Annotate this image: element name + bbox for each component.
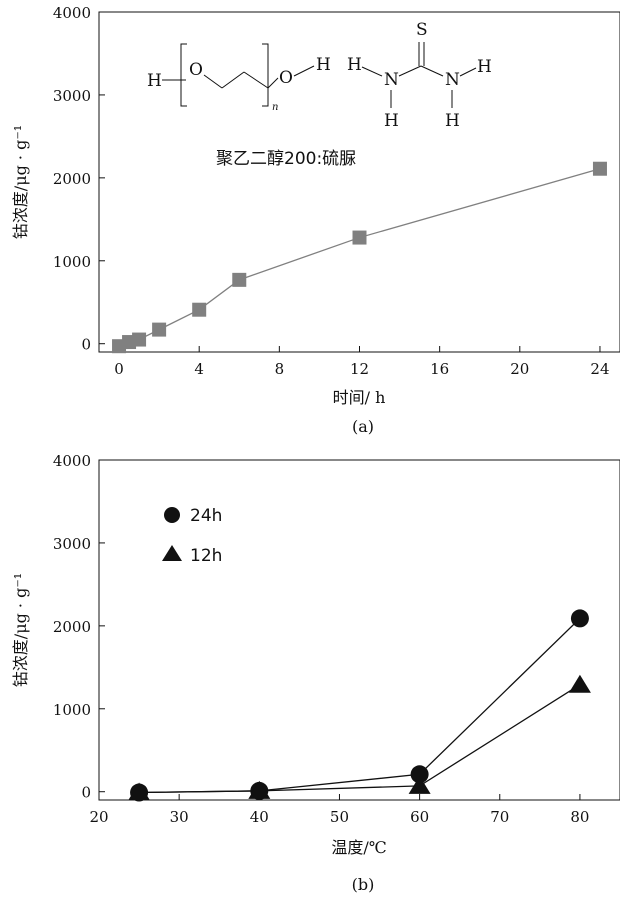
y-tick-label: 3000: [53, 87, 91, 105]
x-tick-label: 30: [170, 808, 189, 826]
data-point: [592, 161, 607, 176]
y-tick-label: 3000: [53, 535, 91, 553]
legend: 24h 12h: [162, 506, 222, 566]
peg-subscript: n: [272, 102, 278, 113]
peg-bond: [293, 65, 315, 77]
peg-h-left: H: [147, 71, 162, 91]
data-point: [132, 332, 147, 347]
thiourea-h4: H: [445, 111, 460, 131]
series-line-24h: [139, 617, 581, 794]
thiourea-n2: N: [445, 70, 460, 90]
thiourea-h1: H: [347, 55, 362, 75]
x-axis-title: 时间/ h: [333, 388, 386, 407]
y-tick-label: 1000: [53, 701, 91, 719]
data-point-12h: [128, 782, 151, 801]
x-tick-label: 4: [194, 360, 204, 378]
x-tick-label: 24: [590, 360, 609, 378]
y-tick-label: 0: [81, 336, 91, 354]
data-point: [192, 302, 207, 317]
thiourea-bond: [398, 65, 422, 77]
thiourea-s: S: [416, 20, 428, 40]
x-tick-label: 12: [350, 360, 369, 378]
series-line-12h: [139, 684, 581, 794]
peg-h-right: H: [316, 55, 331, 75]
annotation-ratio: 聚乙二醇200:硫脲: [216, 149, 356, 169]
thiourea-bond: [459, 67, 477, 77]
thiourea-bond: [361, 66, 383, 77]
x-tick-label: 70: [490, 808, 509, 826]
y-tick-label: 4000: [53, 452, 91, 470]
x-tick-label: 8: [275, 360, 285, 378]
x-axis-title: 温度/℃: [331, 838, 386, 857]
data-point: [352, 230, 367, 245]
thiourea-structure: S H N N H H H: [347, 20, 492, 131]
x-tick-label: 60: [410, 808, 429, 826]
x-tick-label: 50: [330, 808, 349, 826]
x-tick-label: 80: [570, 808, 589, 826]
data-point: [232, 272, 247, 287]
y-tick-label: 2000: [53, 170, 91, 188]
legend-marker-12h: [162, 545, 182, 561]
data-point-12h: [248, 780, 271, 799]
thiourea-bond: [420, 65, 444, 77]
data-point-12h: [408, 775, 431, 794]
peg-bracket-right: [262, 43, 269, 107]
y-tick-label: 4000: [53, 4, 91, 22]
legend-label-12h: 12h: [190, 546, 222, 566]
legend-marker-24h: [164, 507, 180, 523]
thiourea-h3: H: [384, 111, 399, 131]
thiourea-h2: H: [477, 57, 492, 77]
data-point-24h: [570, 609, 589, 628]
x-tick-label: 20: [510, 360, 529, 378]
peg-bond: [267, 77, 279, 89]
series-line: [118, 168, 601, 347]
x-tick-label: 0: [114, 360, 124, 378]
x-tick-label: 16: [430, 360, 449, 378]
y-tick-label: 0: [81, 784, 91, 802]
data-point-24h: [410, 765, 429, 784]
peg-bond: [221, 71, 245, 89]
peg-structure: H O n O H: [147, 43, 331, 113]
panel-label-a: (a): [352, 417, 374, 436]
peg-o-left: O: [189, 60, 203, 80]
y-tick-label: 2000: [53, 618, 91, 636]
chart-panel-a: 0 4 8 12 16 20 24 0 1000 2000 3000 4000 H O n O H S…: [11, 4, 620, 436]
y-axis-title: 钴浓度/μg · g⁻¹: [11, 125, 30, 239]
x-tick-label: 20: [89, 808, 108, 826]
y-tick-label: 1000: [53, 253, 91, 271]
legend-label-24h: 24h: [190, 506, 222, 526]
y-axis-title: 钴浓度/μg · g⁻¹: [11, 573, 30, 687]
peg-bond: [203, 74, 223, 89]
thiourea-n1: N: [384, 70, 399, 90]
peg-o-right: O: [279, 68, 293, 88]
x-tick-label: 40: [250, 808, 269, 826]
panel-label-b: (b): [352, 875, 375, 894]
data-point: [152, 322, 167, 337]
peg-bracket-left: [180, 43, 187, 107]
plot-frame: [98, 459, 620, 801]
peg-bond: [243, 71, 269, 89]
data-point-12h: [568, 674, 591, 693]
